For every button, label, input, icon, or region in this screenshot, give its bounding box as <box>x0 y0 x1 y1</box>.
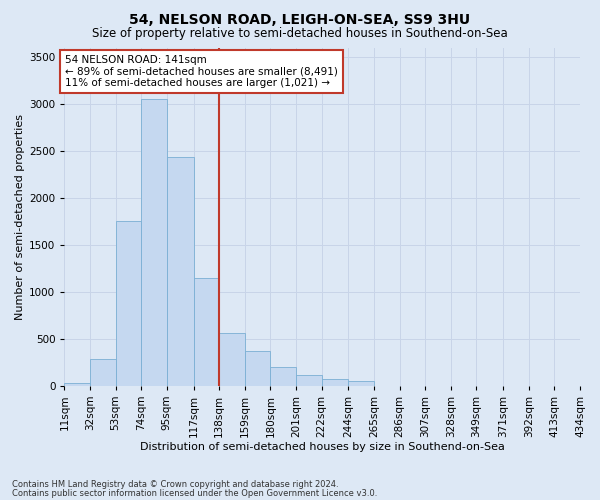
Bar <box>271 368 296 386</box>
X-axis label: Distribution of semi-detached houses by size in Southend-on-Sea: Distribution of semi-detached houses by … <box>140 442 505 452</box>
Text: Size of property relative to semi-detached houses in Southend-on-Sea: Size of property relative to semi-detach… <box>92 28 508 40</box>
Bar <box>322 378 349 386</box>
Text: Contains public sector information licensed under the Open Government Licence v3: Contains public sector information licen… <box>12 489 377 498</box>
Bar <box>167 158 194 386</box>
Bar <box>116 222 141 386</box>
Bar <box>64 383 90 386</box>
Bar <box>219 333 245 386</box>
Bar <box>194 278 219 386</box>
Text: 54 NELSON ROAD: 141sqm
← 89% of semi-detached houses are smaller (8,491)
11% of : 54 NELSON ROAD: 141sqm ← 89% of semi-det… <box>65 55 338 88</box>
Bar <box>245 351 271 386</box>
Y-axis label: Number of semi-detached properties: Number of semi-detached properties <box>15 114 25 320</box>
Bar <box>141 99 167 386</box>
Text: 54, NELSON ROAD, LEIGH-ON-SEA, SS9 3HU: 54, NELSON ROAD, LEIGH-ON-SEA, SS9 3HU <box>130 12 470 26</box>
Bar <box>90 358 116 386</box>
Bar <box>349 381 374 386</box>
Bar <box>296 374 322 386</box>
Text: Contains HM Land Registry data © Crown copyright and database right 2024.: Contains HM Land Registry data © Crown c… <box>12 480 338 489</box>
